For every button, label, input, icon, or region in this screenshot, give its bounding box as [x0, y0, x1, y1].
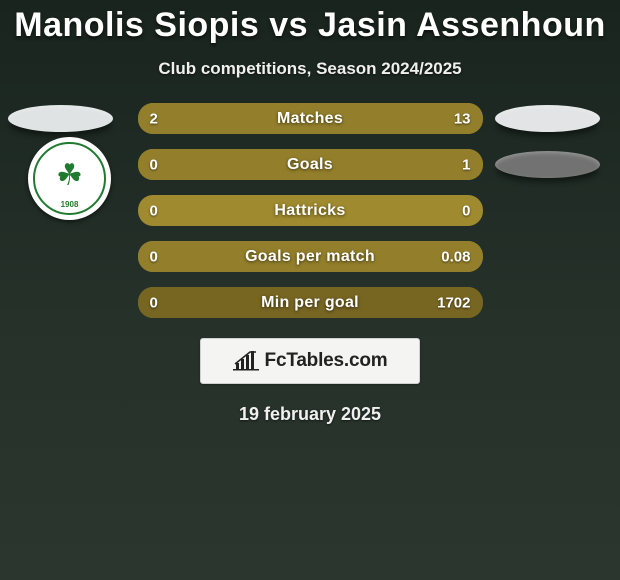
stat-pill-hattricks: 0 Hattricks 0 [138, 195, 483, 226]
stat-pill-mpg: 0 Min per goal 1702 [138, 287, 483, 318]
comparison-card: Manolis Siopis vs Jasin Assenhoun Club c… [0, 0, 620, 580]
stat-value-right: 1702 [437, 294, 470, 311]
player-oval-right [495, 151, 600, 178]
page-title: Manolis Siopis vs Jasin Assenhoun [0, 0, 620, 45]
stat-value-left: 0 [150, 156, 158, 173]
stat-value-left: 0 [150, 248, 158, 265]
stat-row: 0 Hattricks 0 [0, 195, 620, 226]
stat-label: Goals [287, 156, 333, 174]
player-oval-right [495, 105, 600, 132]
stat-value-right: 13 [454, 110, 471, 127]
stat-value-right: 0.08 [441, 248, 470, 265]
brand-box[interactable]: FcTables.com [200, 338, 420, 384]
stat-label: Min per goal [261, 294, 359, 312]
stat-row: 0 Goals per match 0.08 [0, 241, 620, 272]
stat-row: ☘ 1908 0 Goals 1 [0, 149, 620, 180]
brand-chart-icon [233, 350, 259, 372]
stat-pill-matches: 2 Matches 13 [138, 103, 483, 134]
stat-row: 0 Min per goal 1702 [0, 287, 620, 318]
subtitle: Club competitions, Season 2024/2025 [0, 59, 620, 79]
stats-container: 2 Matches 13 ☘ 1908 0 Goals 1 [0, 103, 620, 318]
stat-value-right: 0 [462, 202, 470, 219]
stat-value-right: 1 [462, 156, 470, 173]
clover-icon: ☘ [56, 161, 83, 191]
stat-value-left: 0 [150, 202, 158, 219]
date-text: 19 february 2025 [0, 404, 620, 425]
brand-text: FcTables.com [265, 350, 388, 372]
stat-label: Matches [277, 110, 343, 128]
stat-row: 2 Matches 13 [0, 103, 620, 134]
stat-value-left: 2 [150, 110, 158, 127]
stat-label: Goals per match [245, 248, 375, 266]
player-oval-left [8, 105, 113, 132]
stat-pill-goals: 0 Goals 1 [138, 149, 483, 180]
stat-value-left: 0 [150, 294, 158, 311]
stat-label: Hattricks [274, 202, 345, 220]
stat-fill-left [138, 103, 183, 134]
stat-pill-gpm: 0 Goals per match 0.08 [138, 241, 483, 272]
